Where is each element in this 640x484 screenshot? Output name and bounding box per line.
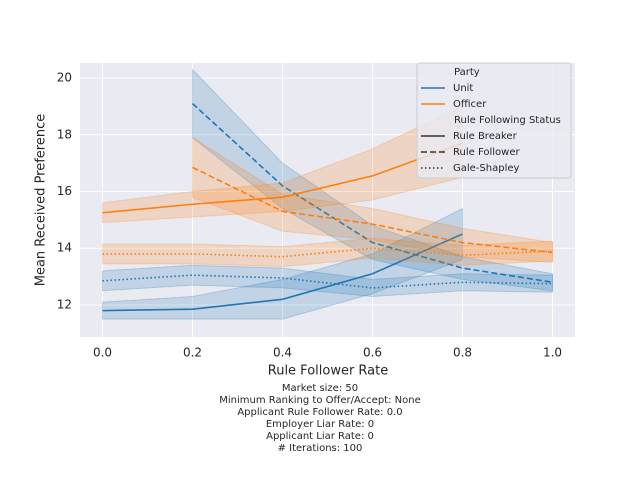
legend-entry: Rule Follower <box>453 147 520 158</box>
line <box>192 166 553 254</box>
x-tick-label: 0.4 <box>273 346 292 360</box>
x-tick-label: 0.2 <box>183 346 202 360</box>
y-tick-label: 14 <box>57 241 72 255</box>
y-tick-label: 12 <box>57 297 72 311</box>
line <box>102 233 463 312</box>
legend-box <box>416 62 572 179</box>
x-tick-label: 1.0 <box>543 346 562 360</box>
note: Market size: 50 <box>282 383 358 394</box>
confidence-band <box>102 207 463 320</box>
y-tick-label: 20 <box>57 71 72 85</box>
line <box>102 247 553 258</box>
note: Applicant Rule Follower Rate: 0.0 <box>237 407 402 418</box>
note: Minimum Ranking to Offer/Accept: None <box>219 395 420 406</box>
x-axis-label: Rule Follower Rate <box>268 364 389 379</box>
note: Employer Liar Rate: 0 <box>266 419 374 430</box>
y-tick-label: 18 <box>57 127 72 141</box>
line <box>191 102 553 284</box>
legend-entry: Rule Breaker <box>453 131 518 142</box>
confidence-band <box>192 136 553 263</box>
legend-title: Party <box>454 67 480 78</box>
y-tick-label: 16 <box>57 184 72 198</box>
x-tick-label: 0.6 <box>363 346 382 360</box>
legend-entry: Officer <box>453 99 487 110</box>
x-tick-label: 0.8 <box>453 346 472 360</box>
legend-entry: Unit <box>453 83 473 94</box>
confidence-band <box>102 264 553 297</box>
line <box>102 274 553 289</box>
note: # Iterations: 100 <box>278 443 363 454</box>
line <box>102 142 463 214</box>
note: Applicant Liar Rate: 0 <box>266 431 374 442</box>
x-tick-label: 0.0 <box>93 346 112 360</box>
y-axis-label: Mean Received Preference <box>34 114 49 287</box>
legend-title: Rule Following Status <box>454 115 561 126</box>
legend-entry: Gale-Shapley <box>453 163 520 174</box>
confidence-band <box>192 68 553 292</box>
